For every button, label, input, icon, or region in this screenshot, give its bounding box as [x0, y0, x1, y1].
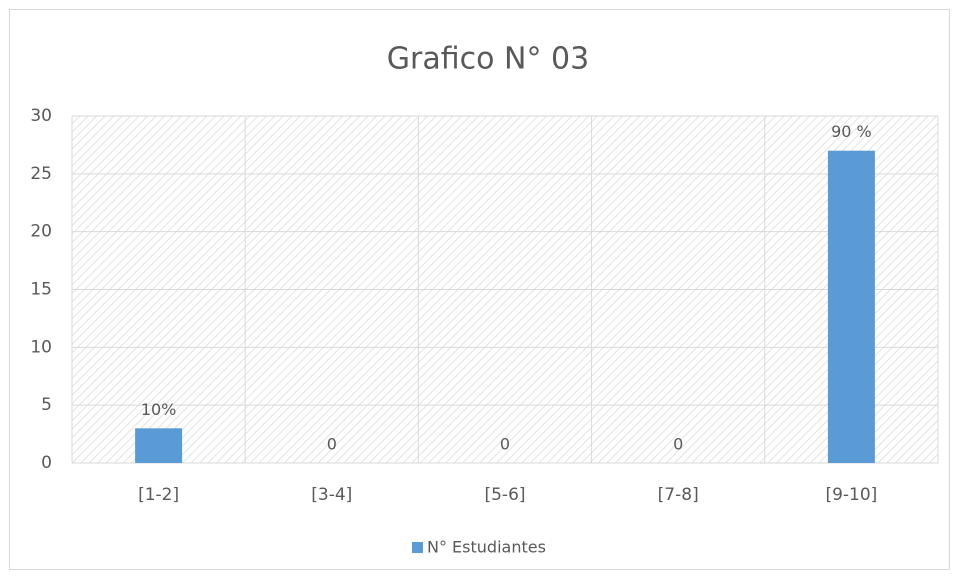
- bar: [135, 428, 183, 463]
- data-label: 90 %: [831, 122, 872, 141]
- y-tick-label: 15: [30, 280, 52, 300]
- y-tick-label: 5: [41, 395, 52, 415]
- data-label: 0: [673, 435, 683, 454]
- y-tick-label: 0: [41, 453, 52, 473]
- y-tick-label: 25: [30, 164, 52, 184]
- legend-swatch: [412, 542, 423, 553]
- x-tick-label: [1-2]: [138, 485, 179, 505]
- legend-label: N° Estudiantes: [427, 538, 546, 557]
- y-tick-label: 20: [30, 222, 52, 242]
- x-tick-label: [5-6]: [484, 485, 525, 505]
- data-label: 10%: [141, 400, 177, 419]
- y-tick-label: 10: [30, 337, 52, 357]
- x-tick-label: [3-4]: [311, 485, 352, 505]
- chart-title: Grafico N° 03: [387, 42, 589, 77]
- x-tick-label: [7-8]: [658, 485, 699, 505]
- x-tick-label: [9-10]: [825, 485, 877, 505]
- data-label: 0: [327, 435, 337, 454]
- data-label: 0: [500, 435, 510, 454]
- bar: [827, 150, 875, 463]
- y-tick-label: 30: [30, 106, 52, 126]
